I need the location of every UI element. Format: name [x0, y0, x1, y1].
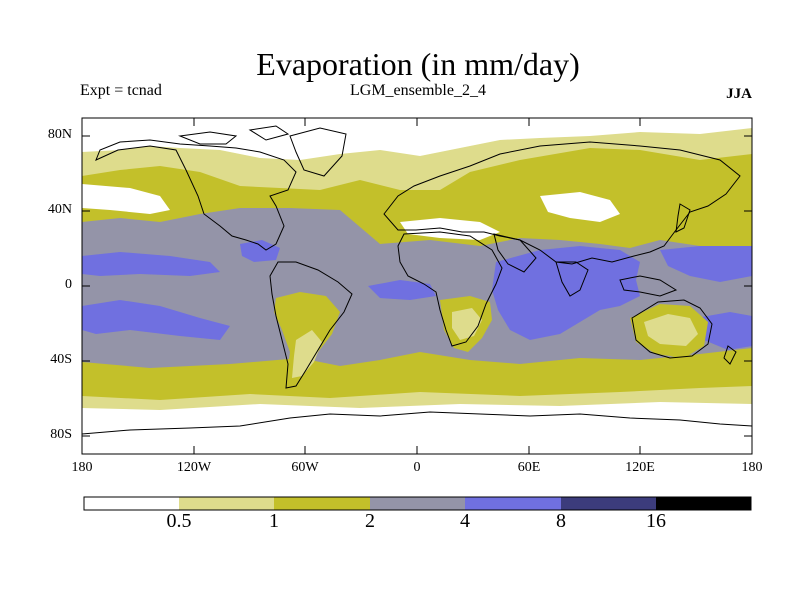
- colorbar-label-8: 8: [556, 510, 566, 532]
- ensemble-label: LGM_ensemble_2_4: [350, 82, 486, 99]
- colorbar-label-16: 16: [646, 510, 666, 532]
- land-southern-africa-very-dry: [452, 308, 482, 340]
- coast-arctic-islands: [178, 125, 290, 145]
- colorbar-label-1: 1: [269, 510, 279, 532]
- lat-label-80n: 80N: [47, 127, 72, 142]
- coast-japan: [675, 203, 691, 233]
- lat-label-40n: 40N: [47, 202, 72, 217]
- colorbar-swatch-8-16: [561, 497, 656, 510]
- lon-label-120e: 120E: [625, 460, 655, 475]
- band-north-lt-0.5-sahara: [400, 218, 500, 240]
- coastlines: [81, 125, 753, 435]
- colorbar-frame: [83, 496, 752, 511]
- colorbar-label-0.5: 0.5: [166, 510, 192, 532]
- band-south-lt-0.5: [82, 402, 752, 454]
- colorbar-swatch-gt-16: [656, 497, 751, 510]
- band-north-lt-0.5: [82, 118, 752, 160]
- map-title: Evaporation (in mm/day): [256, 46, 580, 82]
- colorbar-label-2: 2: [365, 510, 375, 532]
- coast-australia: [631, 299, 713, 359]
- season-label: JJA: [726, 86, 752, 102]
- coast-southeast-asia-islands: [619, 275, 678, 297]
- lon-label-180-west: 180: [71, 460, 93, 475]
- experiment-label: Expt = tcnad: [80, 82, 162, 99]
- coast-africa: [397, 231, 503, 347]
- colorbar-swatch-4-8: [465, 497, 561, 510]
- band-4-8-north-pacific: [82, 252, 220, 276]
- coast-greenland: [289, 127, 347, 177]
- band-4-8-caribbean: [240, 240, 280, 262]
- land-australia-very-dry: [644, 314, 698, 346]
- coast-north-america: [95, 139, 297, 251]
- lat-label-80s: 80S: [50, 427, 72, 442]
- axis-ticks: [82, 118, 752, 454]
- colorbar-swatch-2-4: [370, 497, 465, 510]
- lat-label-0: 0: [65, 277, 72, 292]
- coast-arabia: [493, 233, 537, 273]
- band-north-lt-0.5-patch-america: [82, 184, 170, 214]
- lon-label-180-east: 180: [741, 460, 763, 475]
- band-4-8-atlantic: [368, 280, 436, 300]
- coast-india: [555, 261, 589, 297]
- coast-south-america: [269, 261, 353, 389]
- band-4-8-indian-ocean: [492, 246, 640, 340]
- colorbar-label-4: 4: [460, 510, 470, 532]
- colorbar-swatch-1-2: [274, 497, 370, 510]
- colorbar-swatch-lt-0.5: [84, 497, 179, 510]
- coast-eurasia: [383, 141, 741, 265]
- band-4-8-west-pacific: [660, 246, 752, 282]
- colorbar-swatch-0.5-1: [179, 497, 274, 510]
- lon-label-120w: 120W: [176, 460, 212, 475]
- lon-label-0: 0: [413, 460, 421, 475]
- land-south-america-very-dry: [292, 330, 322, 378]
- band-north-lt-0.5-patch-asia: [540, 192, 620, 222]
- lon-label-60e: 60E: [517, 460, 541, 475]
- lat-label-40s: 40S: [50, 352, 72, 367]
- map-panel: [81, 117, 753, 455]
- coast-antarctica: [81, 411, 753, 435]
- lon-label-60w: 60W: [291, 460, 319, 475]
- coast-new-zealand: [723, 345, 737, 365]
- colorbar: [83, 496, 752, 511]
- band-4-8-south-pacific: [82, 300, 230, 340]
